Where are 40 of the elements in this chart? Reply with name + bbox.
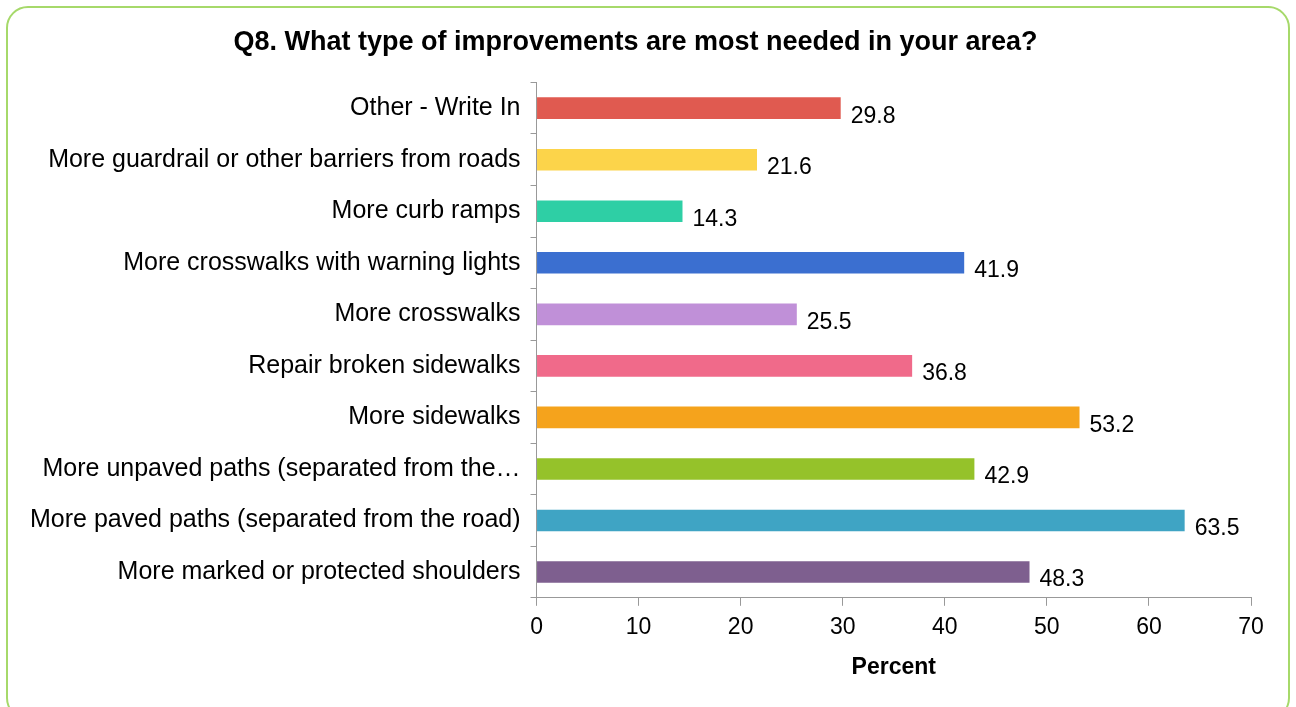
x-tick-label: 60 (1136, 612, 1162, 639)
bar (537, 406, 1080, 429)
chart-title: Q8. What type of improvements are most needed in your area? (233, 25, 1038, 56)
bar (537, 148, 757, 171)
data-label: 41.9 (974, 256, 1019, 283)
y-tick-label: More crosswalks with warning lights (123, 246, 521, 275)
bar (537, 200, 683, 223)
data-label: 36.8 (922, 359, 967, 386)
data-label: 29.8 (850, 101, 896, 128)
y-tick-label: More marked or protected shoulders (117, 555, 521, 584)
y-tick-label: More sidewalks (348, 401, 521, 430)
data-label: 25.5 (806, 307, 852, 334)
data-label: 63.5 (1194, 513, 1240, 540)
y-tick-label: More guardrail or other barriers from roads (48, 143, 521, 172)
data-label: 48.3 (1039, 565, 1085, 592)
y-tick-label: More paved paths (separated from the road) (29, 504, 521, 533)
bar (537, 303, 797, 326)
x-tick-label: 20 (727, 612, 754, 639)
x-tick-label: 70 (1238, 612, 1264, 639)
bar (537, 251, 965, 274)
data-label: 21.6 (767, 153, 812, 180)
x-tick-label: 0 (530, 612, 543, 639)
bar (537, 355, 913, 377)
x-tick-label: 50 (1034, 612, 1060, 639)
data-label: 53.2 (1089, 410, 1135, 437)
bar (537, 458, 975, 480)
y-tick-label: More unpaved paths (separated from the… (42, 452, 521, 481)
bar (537, 97, 841, 119)
x-tick-label: 40 (932, 612, 958, 639)
y-tick-label: Repair broken sidewalks (248, 349, 521, 378)
data-label: 42.9 (984, 462, 1030, 489)
x-tick-label: 10 (625, 612, 652, 639)
y-tick-label: More crosswalks (334, 298, 521, 327)
y-tick-label: Other - Write In (350, 92, 521, 121)
bar (537, 509, 1185, 532)
data-label: 14.3 (692, 204, 738, 231)
x-axis-title: Percent (851, 652, 937, 679)
y-tick-label: More curb ramps (331, 195, 521, 224)
x-tick-label: 30 (829, 612, 856, 639)
bar (537, 561, 1030, 583)
